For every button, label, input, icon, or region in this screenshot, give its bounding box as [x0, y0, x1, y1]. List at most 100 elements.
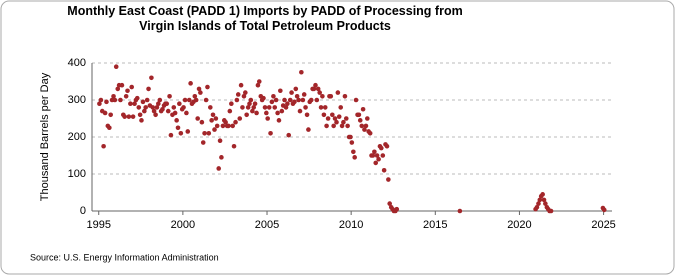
point [303, 105, 308, 110]
point [601, 207, 607, 213]
point [300, 97, 306, 103]
y-tick-label: 0 [80, 205, 86, 217]
point [541, 197, 547, 203]
point [308, 97, 314, 103]
point [142, 108, 147, 114]
point [181, 105, 186, 110]
point [212, 127, 217, 132]
point [220, 123, 226, 129]
point [206, 131, 212, 136]
x-tick-label: 1995 [86, 219, 110, 231]
point [244, 112, 249, 118]
y-tick-label: 300 [68, 94, 86, 106]
point [372, 149, 377, 155]
point [118, 97, 123, 103]
point [226, 123, 231, 129]
point [548, 208, 554, 214]
point [269, 99, 275, 105]
point [184, 110, 189, 116]
point [156, 101, 161, 106]
point [338, 105, 344, 110]
point [157, 97, 163, 103]
point [126, 114, 132, 119]
y-axis-label: Thousand Barrels per Day [39, 72, 51, 201]
point [140, 99, 146, 105]
point [394, 206, 400, 212]
point [192, 94, 198, 99]
point [182, 97, 188, 103]
point [370, 153, 376, 158]
point [235, 92, 241, 97]
chart-title: Monthly East Coast (PADD 1) Imports by P… [67, 4, 463, 33]
point [112, 97, 118, 103]
point [139, 118, 144, 123]
point [233, 119, 238, 125]
point [108, 112, 113, 118]
point [356, 112, 362, 118]
point [325, 116, 331, 121]
x-tick-label: 2010 [339, 219, 363, 231]
point [107, 125, 112, 131]
point [216, 166, 222, 171]
point [268, 131, 273, 136]
point [240, 105, 245, 110]
point [272, 105, 278, 110]
source: Source: U.S. Energy Information Administ… [30, 252, 219, 262]
point [296, 97, 301, 103]
point [320, 94, 325, 99]
point [273, 97, 279, 103]
point [119, 82, 125, 88]
point [339, 123, 345, 129]
point [125, 88, 130, 94]
point [322, 105, 328, 110]
point [332, 116, 338, 121]
point [198, 90, 203, 95]
point [349, 140, 355, 145]
point [387, 201, 392, 206]
point [213, 116, 219, 121]
point [297, 108, 303, 114]
point [254, 110, 259, 116]
point [101, 143, 106, 149]
point [342, 94, 348, 99]
point [185, 129, 191, 134]
point [266, 105, 272, 110]
point [193, 97, 199, 103]
point [167, 94, 172, 99]
point [214, 123, 220, 129]
point [367, 131, 373, 136]
point [251, 105, 257, 110]
point [174, 118, 179, 123]
point [381, 168, 387, 173]
point [543, 201, 548, 206]
point [386, 177, 391, 182]
point [537, 197, 543, 203]
point [134, 95, 140, 101]
point [380, 153, 386, 158]
point [304, 112, 310, 118]
point [230, 123, 235, 129]
point [278, 88, 283, 94]
point [199, 119, 205, 125]
x-tick-label: 2015 [423, 219, 447, 231]
point [341, 119, 346, 125]
point [351, 149, 356, 155]
point [150, 105, 156, 110]
point [374, 153, 380, 158]
y-tick-label: 200 [68, 131, 86, 143]
point [143, 105, 148, 110]
point [315, 86, 321, 92]
point [360, 106, 366, 112]
y-tick-label: 400 [68, 57, 86, 69]
point [294, 94, 300, 99]
point [210, 112, 216, 118]
point [234, 97, 240, 103]
point [128, 101, 133, 106]
point [202, 131, 207, 136]
point [151, 108, 157, 114]
point [314, 97, 320, 103]
point [256, 79, 262, 84]
x-tick-label: 2000 [171, 219, 195, 231]
point [219, 155, 224, 160]
